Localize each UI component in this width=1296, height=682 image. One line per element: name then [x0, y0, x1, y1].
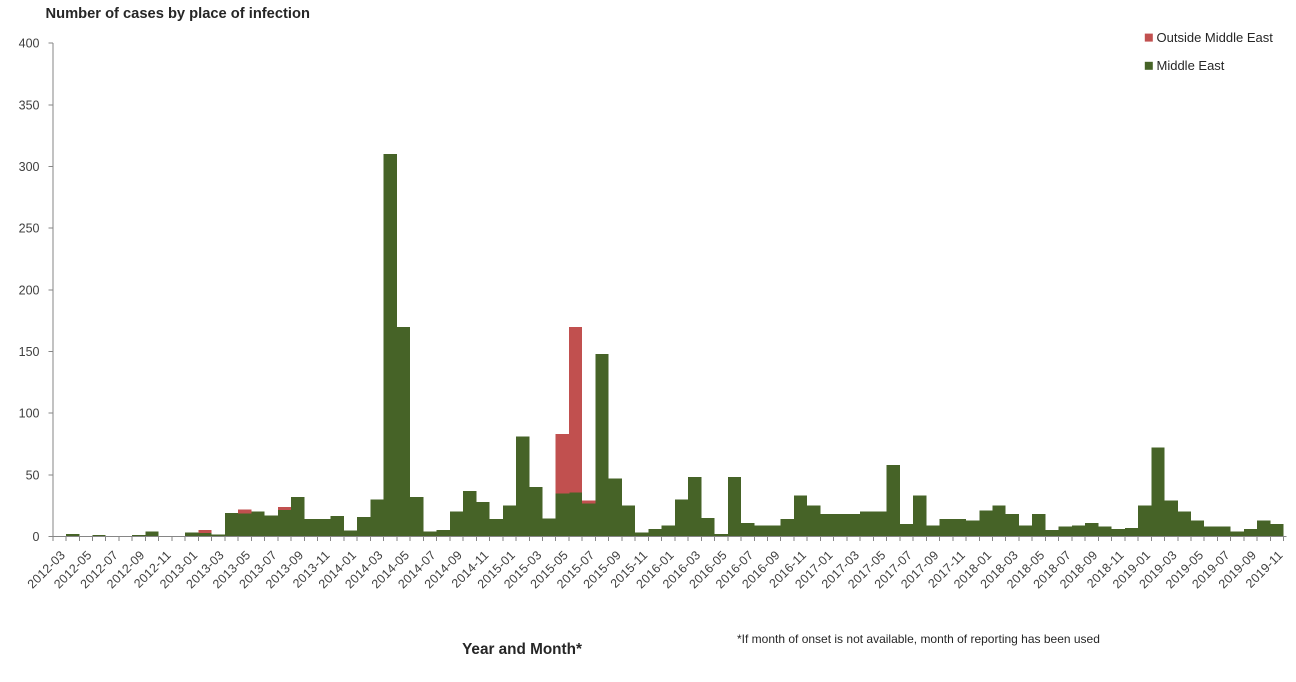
svg-text:0: 0 — [33, 530, 40, 544]
svg-text:Number of cases by place of in: Number of cases by place of infection — [46, 6, 310, 22]
svg-text:200: 200 — [19, 283, 40, 297]
svg-text:400: 400 — [19, 37, 40, 51]
svg-text:Outside Middle East: Outside Middle East — [1157, 30, 1274, 45]
svg-text:Year and Month*: Year and Month* — [462, 641, 582, 658]
svg-text:50: 50 — [26, 468, 40, 482]
svg-text:*If month of onset is not avai: *If month of onset is not available, mon… — [737, 632, 1100, 646]
svg-text:150: 150 — [19, 345, 40, 359]
svg-text:350: 350 — [19, 98, 40, 112]
svg-text:250: 250 — [19, 222, 40, 236]
svg-text:100: 100 — [19, 407, 40, 421]
svg-text:300: 300 — [19, 160, 40, 174]
svg-text:Middle East: Middle East — [1157, 58, 1225, 73]
